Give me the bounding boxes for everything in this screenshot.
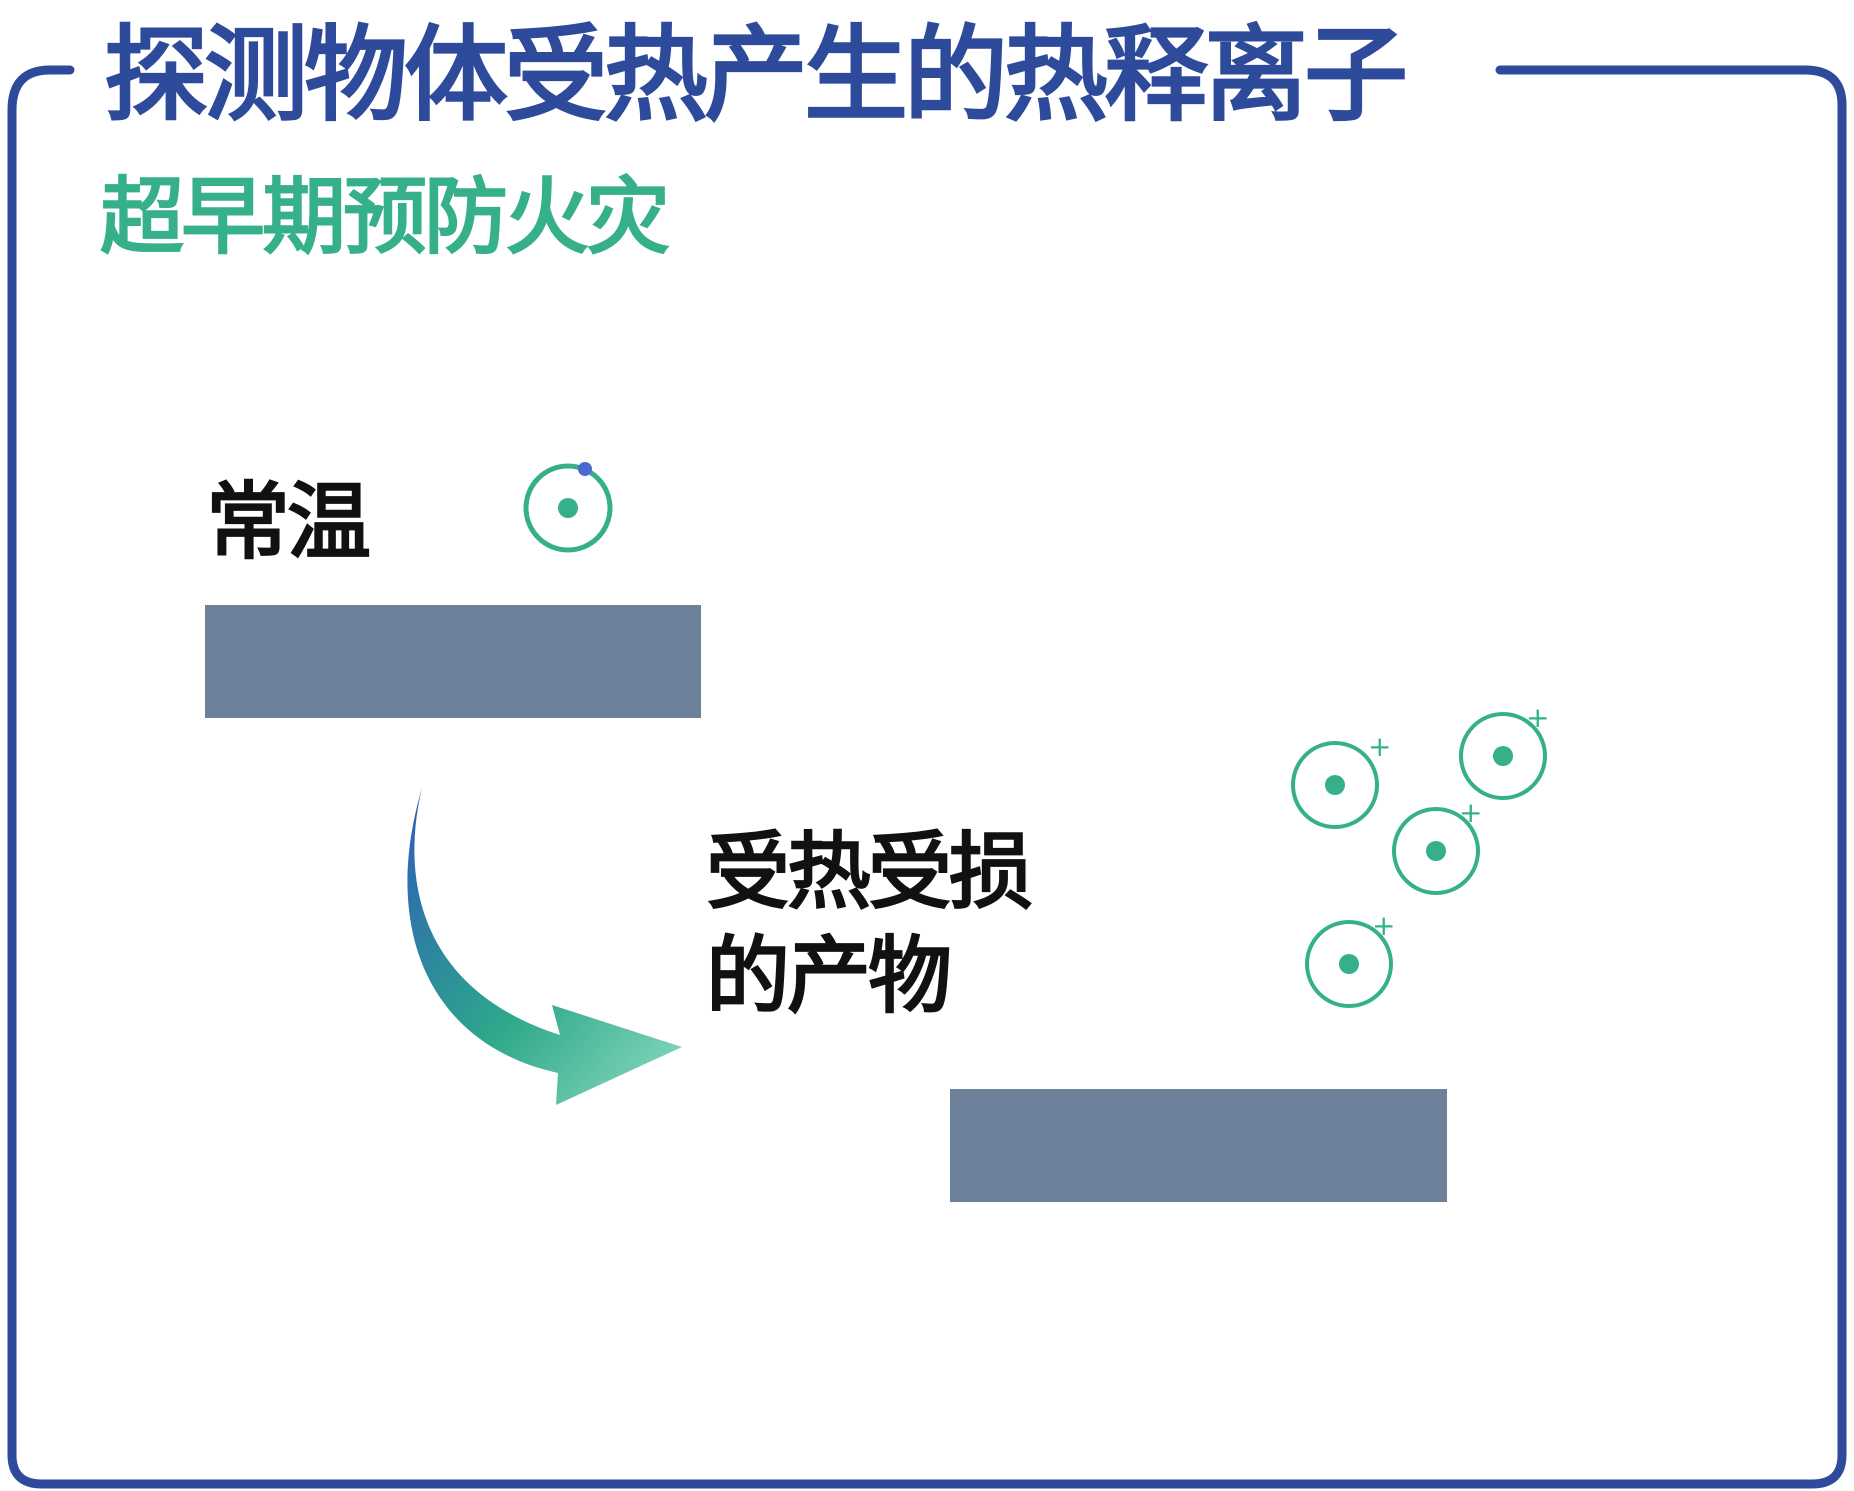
ion-charge-label: + <box>1459 796 1482 829</box>
heated-products-label: 受热受损的产物 <box>706 823 1033 1025</box>
ion-charge-label: + <box>1368 730 1391 763</box>
neutral-atom-icon <box>523 462 613 553</box>
ion-icon: + <box>1459 701 1549 800</box>
diagram-title: 探测物体受热产生的热释离子 <box>100 10 1425 140</box>
ion-icon: + <box>1291 730 1391 829</box>
heated-object-bar <box>950 1089 1447 1202</box>
normal-object-bar <box>205 605 701 718</box>
ion-charge-label: + <box>1372 909 1395 942</box>
ion-icon: + <box>1305 909 1395 1008</box>
ion-icon: + <box>1392 796 1482 895</box>
diagram-subtitle: 超早期预防火灾 <box>100 168 670 266</box>
normal-temperature-label: 常温 <box>206 473 371 571</box>
transition-arrow-icon <box>407 788 682 1105</box>
ion-charge-label: + <box>1526 701 1549 734</box>
